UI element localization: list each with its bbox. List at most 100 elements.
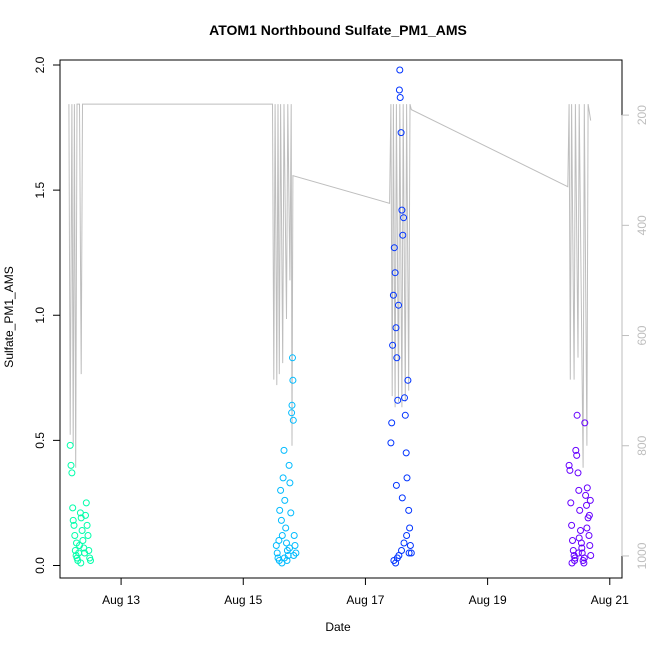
data-point [291, 542, 299, 549]
data-point [66, 441, 74, 449]
data-point [289, 416, 297, 424]
y2-tick-label: 200 [635, 105, 649, 125]
data-point [583, 524, 591, 532]
altitude-trace [68, 103, 592, 468]
data-point [286, 544, 293, 552]
x-tick-label: Aug 21 [591, 593, 629, 607]
data-point [283, 557, 291, 564]
data-point [277, 486, 285, 494]
data-point [573, 411, 581, 419]
data-point [275, 537, 283, 544]
data-point [568, 521, 576, 529]
data-point [580, 554, 588, 562]
data-point [583, 484, 591, 492]
data-point [279, 474, 287, 482]
data-point [581, 419, 589, 427]
data-point [394, 396, 402, 404]
secondary-y-axis: 200 400 600 800 1000 [621, 105, 649, 569]
y-tick-label: 1.0 [33, 307, 47, 324]
plot-frame [59, 59, 623, 579]
y2-tick-label: 600 [635, 325, 649, 345]
data-point [401, 394, 408, 402]
data-point [85, 547, 93, 554]
data-points [66, 66, 595, 567]
data-point [395, 301, 402, 309]
data-point [68, 469, 76, 477]
data-point [574, 549, 582, 557]
y-tick-label: 1.5 [33, 181, 47, 198]
data-point [585, 532, 593, 539]
data-point [398, 547, 405, 554]
y-axis-label: Sulfate_PM1_AMS [2, 266, 16, 367]
data-point [282, 524, 290, 532]
data-point [393, 354, 401, 362]
data-point [84, 532, 92, 539]
data-point [566, 466, 574, 474]
data-point [586, 496, 594, 504]
x-tick-label: Aug 13 [102, 593, 140, 607]
data-point [576, 506, 584, 514]
data-point [396, 94, 404, 101]
data-point [398, 206, 406, 214]
data-point [286, 479, 294, 487]
data-point [403, 532, 411, 539]
x-axis-label: Date [325, 620, 351, 634]
data-point [572, 446, 580, 454]
data-point [277, 516, 285, 524]
data-point [586, 542, 594, 549]
data-point [273, 549, 281, 557]
data-point [565, 461, 573, 469]
data-point [574, 469, 582, 477]
data-point [70, 521, 78, 529]
data-point [407, 549, 415, 557]
data-point [392, 324, 400, 332]
x-axis: Aug 13 Aug 15 Aug 17 Aug 19 Aug 21 [102, 577, 629, 607]
x-tick-label: Aug 15 [224, 593, 262, 607]
y-axis: 0.0 0.5 1.0 1.5 2.0 [33, 56, 60, 574]
data-point [71, 532, 79, 539]
data-point [573, 451, 581, 459]
data-point [387, 439, 395, 447]
data-point [390, 244, 398, 252]
y2-tick-label: 1000 [635, 542, 649, 569]
data-point [398, 494, 406, 502]
data-point [392, 559, 400, 567]
data-point [400, 539, 408, 547]
data-point [575, 486, 583, 494]
data-point [569, 537, 576, 544]
chart-title: ATOM1 Northbound Sulfate_PM1_AMS [209, 22, 467, 38]
x-tick-label: Aug 17 [346, 593, 384, 607]
data-point [575, 534, 583, 542]
data-point [580, 559, 588, 567]
data-point [77, 559, 85, 567]
data-point [281, 496, 289, 504]
data-point [402, 449, 410, 457]
data-point [79, 537, 87, 544]
data-point [405, 506, 413, 514]
data-point [404, 376, 412, 384]
data-point [397, 129, 405, 137]
data-point [78, 527, 86, 534]
data-point [276, 506, 284, 514]
data-point [388, 419, 396, 427]
data-point [289, 376, 297, 384]
data-point [400, 214, 408, 222]
data-point [290, 532, 298, 539]
data-point [67, 461, 75, 469]
data-point [406, 542, 414, 549]
y2-tick-label: 400 [635, 215, 649, 235]
data-point [577, 527, 584, 534]
data-point [396, 66, 404, 74]
data-point [406, 524, 414, 532]
altitude-line [68, 103, 592, 468]
data-point [585, 511, 593, 519]
y-tick-label: 0.5 [33, 432, 47, 449]
data-point [587, 552, 595, 559]
data-point [69, 516, 77, 524]
data-point [395, 86, 403, 94]
data-point [290, 552, 298, 559]
data-point [571, 557, 579, 564]
data-point [578, 544, 586, 552]
data-point [82, 511, 89, 519]
